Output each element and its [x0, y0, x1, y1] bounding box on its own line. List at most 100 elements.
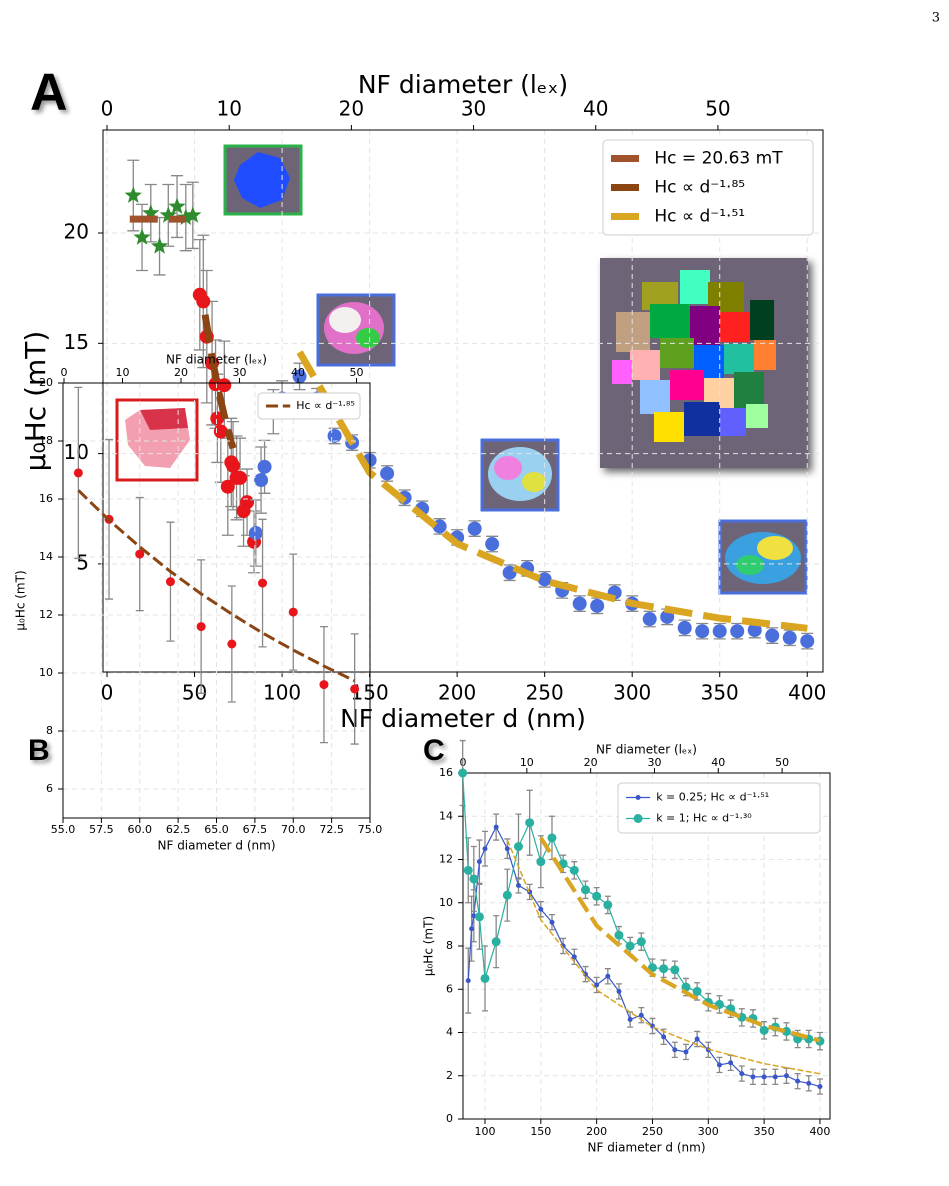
- legend-label: Hc ∝ d⁻¹·⁵¹: [654, 207, 745, 227]
- circle-marker: [677, 620, 692, 635]
- x2-tick-label: 0: [60, 366, 67, 379]
- dot-marker: [538, 906, 544, 912]
- series-line: [467, 825, 821, 1088]
- circle-marker: [513, 842, 523, 852]
- circle-marker: [765, 628, 780, 643]
- y-axis-label: μ₀Hc (mT): [422, 916, 436, 976]
- y-tick-label: 6: [46, 782, 53, 795]
- circle-marker: [659, 964, 669, 974]
- circle-marker: [220, 479, 235, 494]
- dot-marker: [817, 1084, 823, 1090]
- dot-marker: [635, 795, 641, 800]
- dot-marker: [795, 1078, 801, 1084]
- dot-marker: [482, 846, 488, 852]
- star-marker: [168, 197, 186, 214]
- x-tick-label: 300: [698, 1125, 719, 1138]
- circle-marker: [227, 639, 237, 649]
- circle-marker: [380, 466, 395, 481]
- circle-marker: [537, 572, 552, 587]
- x-tick-label: 250: [642, 1125, 663, 1138]
- x2-axis-label: NF diameter (lₑₓ): [166, 353, 267, 367]
- circle-marker: [480, 973, 490, 983]
- dot-marker: [627, 1017, 633, 1023]
- circle-marker: [590, 598, 605, 613]
- circle-marker: [592, 891, 602, 901]
- circle-marker: [350, 684, 360, 694]
- x-tick-label: 400: [788, 681, 826, 705]
- dot-marker: [661, 1034, 667, 1040]
- x2-tick-label: 20: [339, 97, 364, 121]
- circle-marker: [569, 865, 579, 875]
- x-tick-label: 50: [182, 681, 207, 705]
- x2-tick-label: 0: [101, 97, 114, 121]
- star-marker: [142, 204, 160, 221]
- x-tick-label: 72.5: [319, 823, 344, 836]
- y-tick-label: 2: [446, 1069, 453, 1082]
- circle-marker: [248, 526, 263, 541]
- x2-tick-label: 40: [583, 97, 608, 121]
- y-tick-label: 6: [446, 982, 453, 995]
- star-marker: [150, 237, 169, 254]
- y-tick-label: 12: [39, 608, 53, 621]
- circle-marker: [327, 428, 342, 443]
- dot-marker: [739, 1071, 745, 1077]
- inset-blob: [140, 408, 188, 430]
- x2-tick-label: 10: [520, 756, 534, 769]
- circle-marker: [257, 459, 272, 474]
- circle-marker: [525, 818, 535, 828]
- dot-marker: [683, 1049, 689, 1055]
- y-tick-label: 4: [446, 1026, 453, 1039]
- plot-frame: [102, 129, 824, 673]
- legend-label: Hc ∝ d⁻¹·⁸⁵: [654, 178, 745, 198]
- x-tick-label: 65.0: [204, 823, 229, 836]
- circle-marker: [536, 857, 546, 867]
- x-tick-label: 60.0: [128, 823, 153, 836]
- dot-marker: [516, 882, 521, 888]
- page-number: 3: [932, 11, 940, 26]
- circle-marker: [458, 768, 468, 778]
- legend-box: [617, 782, 821, 834]
- circle-marker: [695, 624, 710, 639]
- inset-blob: [356, 328, 380, 348]
- inset-blob: [234, 152, 290, 208]
- circle-marker: [226, 458, 241, 473]
- x-tick-label: 200: [586, 1125, 607, 1138]
- x-tick-label: 67.5: [243, 823, 268, 836]
- legend-label: k = 1; Hc ∝ d⁻¹·³⁰: [656, 812, 752, 825]
- x-tick-label: 100: [263, 681, 301, 705]
- plot-frame: [62, 382, 371, 819]
- y-axis-label: μ₀Hc (mT): [14, 570, 28, 630]
- x-tick-label: 350: [701, 681, 739, 705]
- y-tick-label: 10: [39, 666, 53, 679]
- circle-marker: [319, 680, 329, 690]
- circle-marker: [800, 634, 815, 649]
- circle-marker: [614, 930, 624, 940]
- x2-tick-label: 30: [647, 756, 661, 769]
- circle-marker: [474, 912, 484, 922]
- legend-label: k = 0.25; Hc ∝ d⁻¹·⁵¹: [656, 791, 769, 804]
- circle-marker: [642, 612, 657, 627]
- dot-marker: [728, 1060, 734, 1066]
- circle-marker: [572, 596, 587, 611]
- y-axis-label: μ₀Hc (mT): [19, 331, 52, 472]
- x-tick-label: 400: [809, 1125, 830, 1138]
- circle-marker: [233, 470, 248, 485]
- circle-marker: [670, 965, 680, 975]
- dot-marker: [493, 824, 499, 830]
- star-marker: [177, 208, 195, 225]
- circle-marker: [254, 473, 269, 488]
- dot-marker: [465, 978, 471, 984]
- circle-marker: [73, 468, 83, 478]
- x2-tick-label: 50: [705, 97, 730, 121]
- circle-marker: [547, 833, 557, 843]
- x2-tick-label: 20: [174, 366, 188, 379]
- y-tick-label: 8: [446, 939, 453, 952]
- legend-box: [602, 139, 814, 236]
- x-tick-label: 300: [613, 681, 651, 705]
- y-tick-label: 14: [439, 809, 453, 822]
- y-tick-label: 12: [439, 853, 453, 866]
- dot-marker: [616, 988, 622, 994]
- y-tick-label: 16: [439, 766, 453, 779]
- circle-marker: [292, 369, 307, 384]
